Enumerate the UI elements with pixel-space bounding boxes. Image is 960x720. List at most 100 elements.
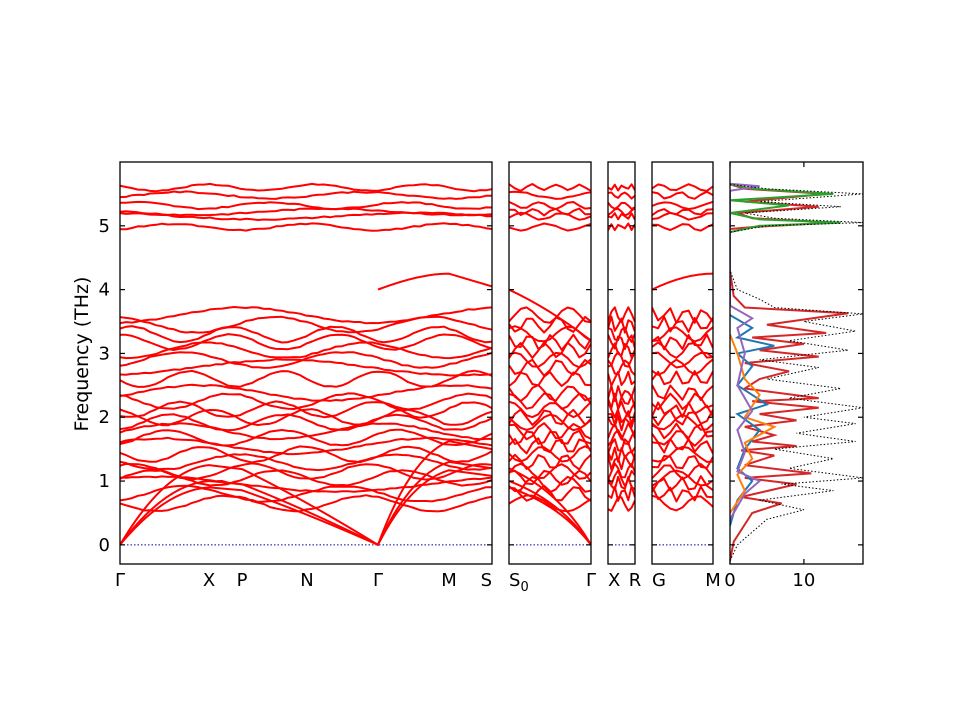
x-tick-label: S xyxy=(481,570,492,591)
phonon-band xyxy=(608,400,635,419)
phonon-band xyxy=(509,183,591,192)
phonon-band xyxy=(509,400,591,419)
phonon-band xyxy=(120,341,492,360)
phonon-band xyxy=(652,384,713,401)
phonon-band xyxy=(652,409,713,427)
phonon-band xyxy=(509,200,591,211)
phonon-band xyxy=(652,370,713,386)
x-tick-label: M xyxy=(705,570,721,591)
x-tick-label: P xyxy=(237,570,248,591)
phonon-band xyxy=(608,183,635,192)
y-axis-label: Frequency (THz) xyxy=(71,277,93,432)
x-tick-label: Γ xyxy=(115,570,125,591)
phonon-band xyxy=(608,384,635,402)
phonon-band xyxy=(652,326,713,343)
x-tick-label: R xyxy=(629,570,642,591)
phonon-band xyxy=(652,494,713,512)
dos-x-tick-label: 10 xyxy=(792,570,815,591)
phonon-band xyxy=(652,223,713,232)
phonon-band xyxy=(120,306,492,325)
phonon-band xyxy=(120,351,492,369)
phonon-band xyxy=(608,453,635,471)
dos-panel: 0 10 xyxy=(724,161,864,591)
phonon-band xyxy=(120,325,492,344)
phonon-band xyxy=(652,307,713,324)
phonon-band xyxy=(509,351,591,369)
dos-frame xyxy=(729,161,864,565)
phonon-band xyxy=(652,392,713,411)
x-tick-label: Γ xyxy=(586,570,596,591)
phonon-band xyxy=(652,437,713,454)
phonon-band xyxy=(652,211,713,221)
panel-frame xyxy=(119,161,493,565)
x-tick-label: G xyxy=(652,570,666,591)
phonon-band xyxy=(509,408,591,426)
x-tick-label: X xyxy=(203,570,215,591)
x-tick-label: Γ xyxy=(373,570,383,591)
phonon-band xyxy=(120,428,492,447)
dos-x-tick-label: 0 xyxy=(724,570,735,591)
phonon-band xyxy=(652,401,713,419)
phonon-band xyxy=(608,370,635,387)
phonon-band xyxy=(608,414,635,432)
phonon-band xyxy=(608,207,635,217)
acoustic-band xyxy=(120,469,492,546)
phonon-band xyxy=(608,422,635,441)
phonon-band xyxy=(120,422,492,441)
phonon-band xyxy=(509,371,591,387)
phonon-band xyxy=(120,190,492,200)
band-panel-0: Γ X P N Γ M S 0 1 2 3 4 5 xyxy=(99,161,493,591)
phonon-band xyxy=(120,392,492,411)
phonon-band xyxy=(120,207,492,217)
phonon-band xyxy=(608,342,635,359)
x-tick-label: S0 xyxy=(509,570,529,595)
y-tick-label: 5 xyxy=(99,216,110,237)
phonon-band xyxy=(120,369,492,388)
phonon-band xyxy=(652,463,713,481)
phonon-band xyxy=(652,485,713,503)
phonon-band xyxy=(509,384,591,403)
phonon-band xyxy=(120,333,492,351)
dos-curves xyxy=(730,182,863,562)
phonon-band xyxy=(377,272,492,291)
phonon-band xyxy=(509,392,591,410)
dos-series-3 xyxy=(730,333,777,514)
phonon-band xyxy=(120,400,492,419)
phonon-band xyxy=(608,306,635,324)
phonon-band xyxy=(652,333,713,351)
phonon-band xyxy=(652,200,713,210)
phonon-band xyxy=(120,453,492,472)
panel-frame xyxy=(651,161,714,565)
phonon-band xyxy=(120,484,492,503)
phonon-band xyxy=(120,211,492,221)
phonon-band xyxy=(608,334,635,351)
phonon-band xyxy=(652,445,713,463)
phonon-band xyxy=(608,326,635,343)
phonon-band xyxy=(509,358,591,377)
phonon-band xyxy=(120,413,492,432)
phonon-band xyxy=(120,494,492,513)
phonon-band xyxy=(120,358,492,377)
phonon-band xyxy=(509,222,591,232)
phonon-band xyxy=(652,316,713,333)
phonon-band xyxy=(509,306,591,324)
phonon-band xyxy=(652,469,713,487)
acoustic-band xyxy=(509,467,591,546)
phonon-band xyxy=(652,422,713,440)
phonon-band xyxy=(120,315,492,334)
phonon-band xyxy=(608,201,635,210)
phonon-band xyxy=(652,475,713,493)
phonon-band xyxy=(652,183,713,192)
phonon-band xyxy=(608,212,635,221)
phonon-band xyxy=(608,351,635,368)
phonon-band xyxy=(509,437,591,455)
phonon-band xyxy=(509,422,591,441)
phonon-band xyxy=(608,191,635,200)
band-lines xyxy=(120,182,492,546)
band-lines xyxy=(509,183,591,546)
phonon-band xyxy=(509,413,591,432)
phonon-band xyxy=(652,208,713,217)
